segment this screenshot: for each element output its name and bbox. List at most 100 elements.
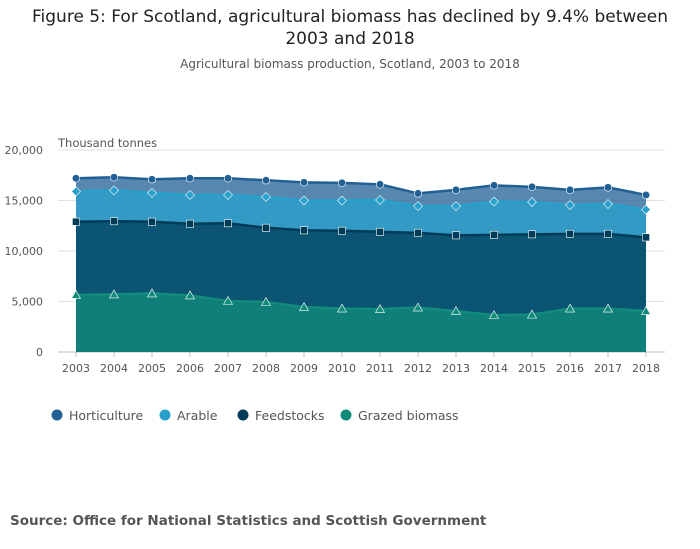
legend: Horticulture Arable Feedstocks Grazed bioma…: [51, 408, 459, 423]
point-horticulture[interactable]: [147, 175, 157, 184]
line-grazed-biomass: [75, 292, 647, 317]
point-horticulture[interactable]: [223, 174, 233, 183]
x-tick-label: 2007: [214, 362, 242, 375]
point-arable[interactable]: [527, 197, 537, 207]
point-horticulture[interactable]: [641, 190, 651, 200]
y-tick-label: 10,000: [5, 245, 44, 258]
point-arable[interactable]: [641, 204, 651, 215]
point-feedstocks[interactable]: [72, 217, 80, 226]
x-tick-label: 2013: [442, 362, 470, 375]
legend-swatch: [51, 409, 63, 421]
legend-label: Arable: [177, 408, 218, 423]
point-horticulture[interactable]: [299, 178, 309, 187]
point-horticulture[interactable]: [109, 173, 119, 182]
point-grazed-biomass[interactable]: [298, 301, 310, 311]
point-horticulture[interactable]: [185, 174, 195, 183]
point-grazed-biomass[interactable]: [184, 290, 196, 300]
point-grazed-biomass[interactable]: [640, 305, 652, 315]
point-arable[interactable]: [223, 190, 233, 200]
point-feedstocks[interactable]: [300, 226, 308, 235]
legend-label: Feedstocks: [255, 408, 325, 423]
legend-item-arable[interactable]: Arable: [159, 408, 218, 423]
point-grazed-biomass[interactable]: [488, 310, 500, 319]
x-tick-label: 2003: [62, 362, 90, 375]
point-arable[interactable]: [451, 201, 461, 211]
source-note: Source: Office for National Statistics a…: [10, 513, 487, 529]
line-horticulture: [75, 176, 647, 197]
point-arable[interactable]: [185, 190, 195, 200]
point-grazed-biomass[interactable]: [450, 305, 462, 315]
point-feedstocks[interactable]: [642, 233, 650, 242]
point-arable[interactable]: [147, 188, 157, 198]
point-arable[interactable]: [489, 196, 499, 207]
point-grazed-biomass[interactable]: [70, 289, 82, 299]
point-grazed-biomass[interactable]: [526, 309, 538, 319]
point-horticulture[interactable]: [337, 178, 347, 187]
point-horticulture[interactable]: [603, 183, 613, 192]
point-feedstocks[interactable]: [376, 227, 384, 236]
point-feedstocks[interactable]: [262, 223, 270, 232]
point-horticulture[interactable]: [413, 189, 423, 198]
point-arable[interactable]: [375, 195, 385, 205]
point-grazed-biomass[interactable]: [146, 288, 158, 298]
point-arable[interactable]: [565, 200, 575, 210]
legend-swatch: [340, 409, 352, 421]
point-horticulture[interactable]: [261, 176, 271, 185]
x-tick-label: 2006: [176, 362, 204, 375]
point-arable[interactable]: [337, 195, 347, 206]
x-tick-label: 2010: [328, 362, 356, 375]
point-horticulture[interactable]: [71, 174, 81, 183]
point-grazed-biomass[interactable]: [564, 303, 576, 313]
point-grazed-biomass[interactable]: [412, 302, 424, 312]
line-arable: [75, 189, 647, 211]
point-grazed-biomass[interactable]: [260, 296, 272, 306]
x-tick-label: 2012: [404, 362, 432, 375]
point-feedstocks[interactable]: [490, 230, 498, 239]
point-arable[interactable]: [109, 185, 119, 196]
point-feedstocks[interactable]: [452, 231, 460, 240]
chart-subtitle: Agricultural biomass production, Scotlan…: [180, 57, 520, 71]
x-tick-label: 2018: [632, 362, 660, 375]
y-tick-label: 15,000: [5, 195, 44, 208]
point-feedstocks[interactable]: [186, 219, 194, 228]
point-arable[interactable]: [71, 186, 81, 197]
x-axis: 2003 2004 2005 2006 2007 2008 2009 2010 2011 2012…: [62, 352, 660, 375]
point-feedstocks[interactable]: [528, 230, 536, 239]
point-horticulture[interactable]: [375, 180, 385, 189]
x-tick-label: 2015: [518, 362, 546, 375]
area-grazed-biomass: [76, 293, 646, 352]
x-tick-label: 2008: [252, 362, 280, 375]
y-tick-label: 20,000: [5, 144, 44, 157]
point-grazed-biomass[interactable]: [222, 295, 234, 305]
point-grazed-biomass[interactable]: [108, 289, 120, 299]
point-grazed-biomass[interactable]: [374, 303, 386, 313]
x-tick-label: 2014: [480, 362, 508, 375]
point-grazed-biomass[interactable]: [336, 303, 348, 313]
point-grazed-biomass[interactable]: [602, 303, 614, 313]
legend-item-grazed-biomass[interactable]: Grazed biomass: [340, 408, 459, 423]
series-lines: [75, 176, 647, 317]
point-arable[interactable]: [261, 192, 271, 202]
point-feedstocks[interactable]: [224, 219, 232, 228]
y-axis-ticks: 0 5,000 10,000 15,000 20,000: [5, 144, 44, 359]
legend-item-horticulture[interactable]: Horticulture: [51, 408, 144, 423]
legend-swatch: [237, 409, 249, 421]
point-horticulture[interactable]: [451, 185, 461, 194]
legend-swatch: [159, 409, 171, 421]
point-arable[interactable]: [413, 201, 423, 211]
point-feedstocks[interactable]: [338, 226, 346, 235]
point-horticulture[interactable]: [527, 182, 537, 191]
point-feedstocks[interactable]: [414, 228, 422, 237]
point-arable[interactable]: [299, 195, 309, 206]
point-feedstocks[interactable]: [566, 229, 574, 238]
point-feedstocks[interactable]: [110, 217, 118, 226]
point-feedstocks[interactable]: [148, 217, 156, 226]
x-tick-label: 2004: [100, 362, 128, 375]
x-tick-label: 2005: [138, 362, 166, 375]
point-horticulture[interactable]: [565, 185, 575, 194]
point-feedstocks[interactable]: [604, 229, 612, 238]
x-tick-label: 2016: [556, 362, 584, 375]
point-horticulture[interactable]: [489, 181, 499, 190]
legend-item-feedstocks[interactable]: Feedstocks: [237, 408, 325, 423]
point-arable[interactable]: [603, 199, 613, 209]
